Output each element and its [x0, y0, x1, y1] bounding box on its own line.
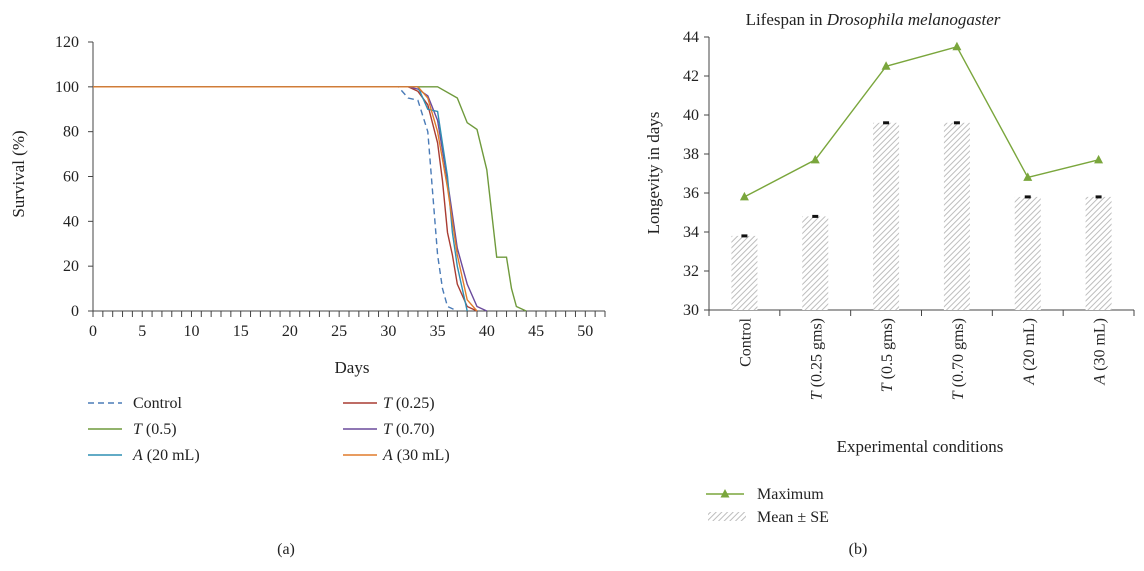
lifespan-y-tick-label: 30: [683, 302, 699, 319]
legend-label-2: T (0.5): [133, 421, 177, 438]
maximum-marker: [1094, 154, 1104, 164]
mean-bar: [873, 122, 900, 310]
lifespan-y-tick-label: 44: [683, 29, 699, 46]
survival-x-tick-label: 25: [331, 323, 347, 340]
survival-y-tick-label: 120: [55, 34, 79, 51]
survival-x-tick-label: 15: [233, 323, 249, 340]
maximum-marker: [952, 41, 962, 51]
maximum-marker: [1023, 172, 1033, 181]
survival-series-line-1: [93, 86, 478, 312]
caption-a: (a): [277, 541, 295, 558]
lifespan-category-label: T (0.5 gms): [879, 318, 896, 392]
legend-label-3: T (0.70): [383, 421, 435, 438]
survival-x-tick-label: 35: [430, 323, 446, 340]
lifespan-y-tick-label: 34: [683, 224, 699, 241]
legend-label-0: Control: [133, 395, 182, 412]
survival-x-tick-label: 50: [577, 323, 593, 340]
lifespan-chart-title: Lifespan in Drosophila melanogaster: [746, 10, 1001, 29]
survival-x-tick-label: 0: [89, 323, 97, 340]
survival-x-tick-label: 30: [380, 323, 396, 340]
legend-label-mean: Mean ± SE: [757, 509, 829, 526]
survival-legend: Control T (0.5) A (20 mL) T (0.25) T (0.70) A…: [88, 395, 450, 464]
lifespan-y-tick-label: 38: [683, 146, 699, 163]
survival-x-tick-label: 40: [479, 323, 495, 340]
mean-bar: [943, 122, 970, 310]
maximum-marker: [739, 191, 749, 201]
lifespan-chart: Lifespan in Drosophila melanogaster 30 32…: [644, 10, 1135, 558]
mean-bar: [802, 216, 829, 310]
survival-x-tick-label: 10: [183, 323, 199, 340]
survival-x-axis-label: Days: [335, 358, 370, 377]
survival-series-line-0: [93, 86, 458, 312]
lifespan-category-label: Control: [737, 317, 754, 366]
caption-b: (b): [849, 541, 868, 558]
survival-axes: 0 5 10 15 20 25 30 35 40 45 50 0 20 40 60 80 100 120: [55, 34, 606, 340]
survival-series-line-3: [93, 86, 488, 312]
mean-bar: [1014, 196, 1041, 310]
survival-series-line-2: [93, 86, 527, 312]
legend-label-maximum: Maximum: [757, 486, 824, 503]
lifespan-maximum-series: [739, 41, 1104, 201]
survival-x-tick-label: 5: [138, 323, 146, 340]
lifespan-y-tick-label: 36: [683, 185, 699, 202]
survival-y-tick-label: 40: [63, 213, 79, 230]
survival-series-line-5: [93, 86, 478, 312]
survival-series-group: [93, 86, 527, 312]
lifespan-y-tick-label: 42: [683, 68, 699, 85]
maximum-marker: [810, 154, 820, 164]
legend-label-5: A (30 mL): [382, 447, 450, 464]
survival-y-tick-label: 0: [71, 303, 79, 320]
survival-x-tick-label: 20: [282, 323, 298, 340]
survival-y-tick-label: 100: [55, 79, 79, 96]
lifespan-y-tick-label: 32: [683, 263, 699, 280]
lifespan-category-label: T (0.25 gms): [808, 318, 825, 400]
lifespan-bars: [731, 121, 1112, 310]
survival-y-tick-label: 20: [63, 258, 79, 275]
survival-series-line-4: [93, 86, 468, 312]
survival-y-tick-label: 80: [63, 124, 79, 141]
mean-bar: [1085, 196, 1112, 310]
survival-x-tick-label: 45: [528, 323, 544, 340]
survival-y-axis-label: Survival (%): [9, 130, 28, 217]
legend-label-4: A (20 mL): [132, 447, 200, 464]
lifespan-category-label: A (30 mL): [1092, 318, 1109, 386]
maximum-marker: [881, 61, 891, 70]
legend-marker-maximum: [720, 489, 730, 498]
lifespan-y-axis-label: Longevity in days: [644, 112, 663, 235]
lifespan-legend: Maximum Mean ± SE: [706, 486, 829, 526]
lifespan-category-label: T (0.70 gms): [950, 318, 967, 400]
lifespan-x-axis-label: Experimental conditions: [837, 437, 1004, 456]
legend-swatch-mean: [708, 512, 746, 521]
lifespan-axes: 30 32 34 36 38 40 42 44 Control T (0.25 gms) T (0.…: [683, 29, 1135, 400]
lifespan-y-tick-label: 40: [683, 107, 699, 124]
lifespan-category-label: A (20 mL): [1021, 318, 1038, 386]
survival-y-tick-label: 60: [63, 169, 79, 186]
survival-chart: 0 5 10 15 20 25 30 35 40 45 50 0 20 40 60 80 100 120 Days…: [9, 34, 606, 558]
legend-label-1: T (0.25): [383, 395, 435, 412]
maximum-line: [744, 45, 1099, 198]
mean-bar: [731, 235, 758, 310]
